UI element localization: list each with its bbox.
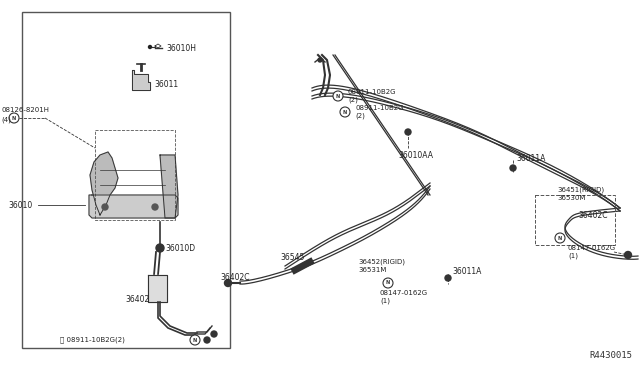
Polygon shape bbox=[89, 195, 178, 218]
Text: 36010AA: 36010AA bbox=[398, 151, 433, 160]
Text: (1): (1) bbox=[380, 298, 390, 304]
Circle shape bbox=[102, 204, 108, 210]
Text: (4): (4) bbox=[1, 117, 11, 123]
Text: N: N bbox=[343, 109, 347, 115]
Circle shape bbox=[555, 233, 565, 243]
Circle shape bbox=[9, 113, 19, 123]
Circle shape bbox=[445, 275, 451, 281]
Text: N: N bbox=[12, 115, 16, 121]
Text: N: N bbox=[193, 337, 197, 343]
Circle shape bbox=[383, 278, 393, 288]
Circle shape bbox=[405, 129, 411, 135]
Text: 36010D: 36010D bbox=[165, 244, 195, 253]
Text: 36530M: 36530M bbox=[557, 195, 586, 201]
Text: 08147-0162G: 08147-0162G bbox=[568, 245, 616, 251]
Text: 36402: 36402 bbox=[125, 295, 149, 305]
Circle shape bbox=[318, 58, 322, 62]
Text: R4430015: R4430015 bbox=[589, 351, 632, 360]
Text: 36531M: 36531M bbox=[358, 267, 387, 273]
Text: (2): (2) bbox=[355, 113, 365, 119]
Text: 36545: 36545 bbox=[280, 253, 305, 263]
Circle shape bbox=[152, 204, 158, 210]
Bar bbox=[22, 12, 230, 348]
Polygon shape bbox=[90, 152, 118, 215]
Polygon shape bbox=[132, 70, 150, 90]
Text: 36010H: 36010H bbox=[166, 44, 196, 52]
Text: 36011A: 36011A bbox=[516, 154, 545, 163]
Bar bbox=[95, 130, 175, 220]
Text: (1): (1) bbox=[568, 253, 578, 259]
Circle shape bbox=[211, 331, 217, 337]
Circle shape bbox=[333, 91, 343, 101]
Text: N: N bbox=[558, 235, 562, 241]
Text: N: N bbox=[386, 280, 390, 285]
Circle shape bbox=[340, 107, 350, 117]
Circle shape bbox=[510, 165, 516, 171]
Text: 36010: 36010 bbox=[8, 201, 32, 209]
Polygon shape bbox=[160, 155, 178, 218]
Polygon shape bbox=[148, 275, 167, 302]
Circle shape bbox=[190, 335, 200, 345]
Text: 36011: 36011 bbox=[154, 80, 178, 89]
Circle shape bbox=[204, 337, 210, 343]
Text: N: N bbox=[336, 93, 340, 99]
Text: 36451(RIGID): 36451(RIGID) bbox=[557, 187, 604, 193]
Text: 36402C: 36402C bbox=[578, 211, 607, 219]
Text: 36402C: 36402C bbox=[220, 273, 250, 282]
Circle shape bbox=[625, 251, 632, 259]
Circle shape bbox=[156, 244, 164, 252]
Text: Ⓝ 08911-10B2G(2): Ⓝ 08911-10B2G(2) bbox=[60, 337, 125, 343]
Circle shape bbox=[225, 279, 232, 286]
Text: 08911-10B2G: 08911-10B2G bbox=[348, 89, 397, 95]
Text: 08147-0162G: 08147-0162G bbox=[380, 290, 428, 296]
Circle shape bbox=[148, 45, 152, 48]
Text: 08126-8201H: 08126-8201H bbox=[1, 107, 49, 113]
Text: 36452(RIGID): 36452(RIGID) bbox=[358, 259, 405, 265]
Text: (2): (2) bbox=[348, 97, 358, 103]
Text: 08911-10B2G: 08911-10B2G bbox=[355, 105, 403, 111]
Bar bbox=[535, 195, 615, 245]
Text: 36011A: 36011A bbox=[452, 267, 481, 276]
